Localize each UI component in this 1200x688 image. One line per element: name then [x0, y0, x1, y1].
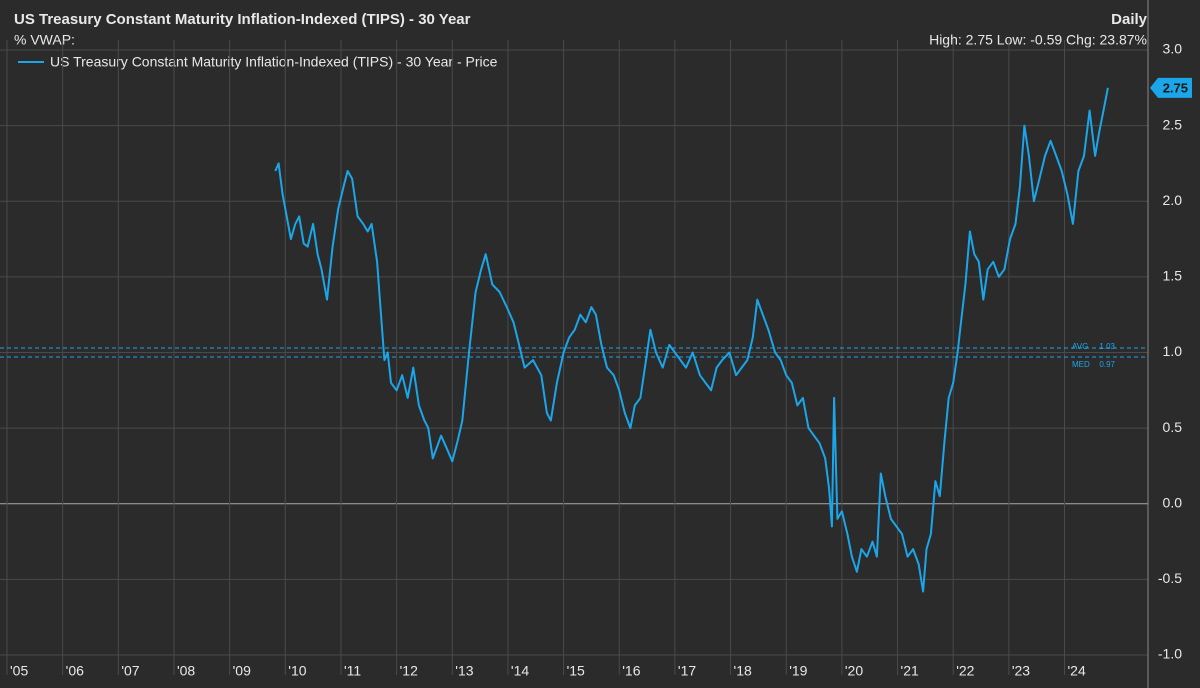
y-tick-label: -1.0	[1158, 646, 1182, 662]
series-line	[274, 87, 1109, 593]
x-tick-label: '20	[845, 663, 863, 679]
x-tick-label: '24	[1068, 663, 1086, 679]
x-tick-label: '07	[121, 663, 139, 679]
x-tick-label: '05	[10, 663, 28, 679]
y-tick-label: 2.5	[1163, 116, 1183, 132]
y-tick-label: -0.5	[1158, 570, 1182, 586]
reference-label: AVG	[1072, 342, 1088, 351]
x-tick-label: '08	[177, 663, 195, 679]
y-tick-label: 0.0	[1163, 494, 1183, 510]
reference-value: 0.97	[1099, 360, 1115, 369]
chart-title: US Treasury Constant Maturity Inflation-…	[14, 11, 471, 28]
x-tick-label: '10	[288, 663, 306, 679]
unit-label: % VWAP:	[14, 32, 75, 48]
y-tick-label: 1.5	[1163, 268, 1183, 284]
reference-label: MED	[1072, 360, 1090, 369]
y-tick-label: 1.0	[1163, 343, 1183, 359]
frequency: Daily	[1111, 11, 1148, 28]
x-tick-label: '23	[1012, 663, 1030, 679]
stats: High: 2.75 Low: -0.59 Chg: 23.87%	[929, 32, 1147, 48]
x-tick-label: '12	[400, 663, 418, 679]
x-tick-label: '18	[734, 663, 752, 679]
last-value-label: 2.75	[1163, 80, 1188, 95]
x-tick-label: '14	[511, 663, 529, 679]
x-tick-label: '16	[622, 663, 640, 679]
x-tick-label: '11	[344, 663, 361, 679]
y-tick-label: 0.5	[1163, 419, 1183, 435]
x-tick-label: '06	[66, 663, 84, 679]
last-value-tag	[1150, 77, 1192, 98]
x-tick-label: '13	[455, 663, 473, 679]
x-tick-label: '15	[567, 663, 585, 679]
x-tick-label: '22	[956, 663, 974, 679]
x-tick-label: '09	[233, 663, 251, 679]
x-tick-label: '21	[901, 663, 919, 679]
y-tick-label: 2.0	[1163, 192, 1183, 208]
legend-label: US Treasury Constant Maturity Inflation-…	[50, 54, 498, 70]
x-tick-label: '19	[789, 663, 807, 679]
reference-value: 1.03	[1099, 342, 1115, 351]
y-tick-label: 3.0	[1163, 41, 1183, 57]
x-tick-label: '17	[678, 663, 696, 679]
